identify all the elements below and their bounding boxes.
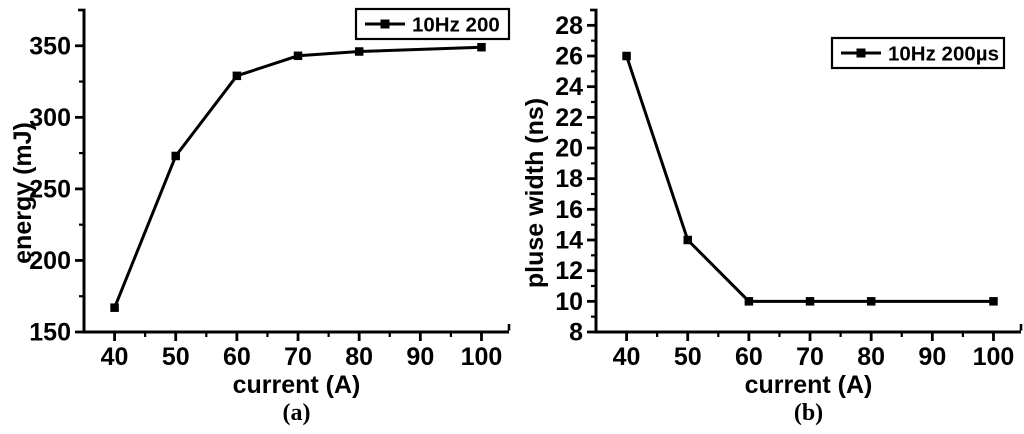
data-line — [113, 45, 482, 309]
data-point-marker — [110, 303, 119, 312]
energy-vs-current-chart: 40 50 60 70 80 90 100 150 200 250 300 350 current (A… — [9, 7, 511, 398]
x-tick-label: 40 — [101, 343, 129, 371]
y-tick-label: 22 — [555, 104, 583, 132]
x-tick-label: 70 — [284, 343, 312, 371]
y-tick-label: 8 — [569, 319, 583, 347]
y-tick-label: 350 — [29, 32, 71, 60]
y-axis-label: pluse width (ns) — [521, 98, 549, 288]
legend-label: 10Hz 200µs — [888, 43, 999, 66]
data-point-marker — [744, 297, 754, 306]
data-point-marker — [683, 235, 692, 245]
x-axis-label: current (A) — [745, 371, 873, 398]
data-point-marker — [232, 71, 242, 81]
legend-marker — [380, 19, 390, 29]
data-point-marker — [866, 297, 876, 306]
y-tick-label: 250 — [29, 175, 71, 203]
y-tick-label: 26 — [555, 43, 583, 71]
x-tick-label: 40 — [613, 343, 641, 371]
x-axis-label: current (A) — [233, 371, 361, 398]
x-tick-label: 80 — [857, 343, 885, 371]
x-tick-label: 100 — [461, 343, 503, 371]
y-tick-label: 14 — [555, 227, 583, 255]
y-tick-label: 20 — [555, 135, 583, 163]
y-tick-label: 16 — [555, 196, 583, 224]
y-tick-label: 300 — [29, 104, 71, 132]
data-point-marker — [477, 42, 486, 52]
data-point-marker — [293, 51, 303, 61]
chart-panel-b: 40 50 60 70 80 90 100 8 10 12 14 16 18 20 22 24 26 28 curr… — [512, 0, 1024, 434]
legend-marker — [856, 48, 866, 58]
x-tick-label: 60 — [735, 343, 763, 371]
y-tick-label: 12 — [555, 257, 583, 285]
x-tick-label: 50 — [162, 343, 190, 371]
x-tick-label: 80 — [345, 343, 373, 371]
y-axis-label: energy (mJ) — [9, 122, 37, 264]
data-point-marker — [171, 151, 180, 161]
caption-a: (a) — [282, 400, 311, 426]
y-tick-label: 150 — [29, 319, 71, 347]
y-tick-label: 18 — [555, 165, 583, 193]
y-tick-label: 200 — [29, 247, 71, 275]
x-tick-label: 90 — [918, 343, 946, 371]
data-point-marker — [622, 51, 631, 61]
y-tick-label: 10 — [555, 288, 583, 316]
data-point-marker — [989, 297, 998, 306]
y-tick-label: 24 — [555, 73, 583, 101]
x-tick-label: 100 — [973, 343, 1015, 371]
caption-b: (b) — [793, 400, 824, 426]
x-tick-label: 60 — [223, 343, 251, 371]
data-point-marker — [354, 47, 364, 56]
x-tick-label: 50 — [674, 343, 702, 371]
y-tick-label: 28 — [555, 12, 583, 40]
data-point-marker — [805, 297, 815, 306]
x-tick-label: 90 — [406, 343, 434, 371]
chart-panel-a: 40 50 60 70 80 90 100 150 200 250 300 350 current (A… — [9, 7, 511, 426]
x-tick-label: 70 — [796, 343, 824, 371]
data-line — [625, 55, 994, 303]
legend-label: 10Hz 200 — [412, 14, 500, 37]
